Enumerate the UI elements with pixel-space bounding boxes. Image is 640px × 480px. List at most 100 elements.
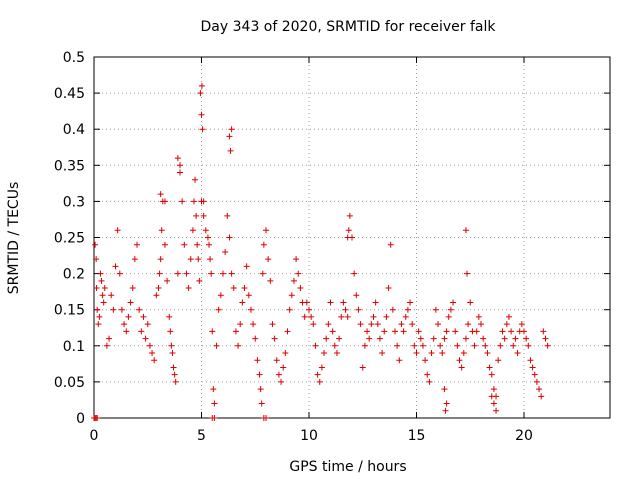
data-point (200, 198, 207, 205)
data-point (167, 328, 174, 335)
data-point (138, 328, 145, 335)
data-point (275, 371, 282, 378)
data-point (158, 227, 165, 234)
data-point (183, 270, 190, 277)
data-point (458, 364, 465, 371)
data-point (441, 386, 448, 393)
data-point (464, 270, 471, 277)
data-point (527, 357, 534, 364)
data-point (92, 241, 99, 248)
data-point (196, 277, 203, 284)
data-point (475, 313, 482, 320)
data-point (96, 313, 103, 320)
data-point (308, 313, 315, 320)
data-point (387, 241, 394, 248)
data-point (257, 386, 264, 393)
data-point (435, 321, 441, 328)
data-point (127, 299, 134, 306)
data-point (538, 393, 545, 400)
x-tick-label: 5 (197, 428, 206, 444)
data-point (194, 241, 201, 248)
data-point (172, 378, 179, 385)
data-point (344, 234, 351, 241)
data-point (430, 335, 437, 342)
data-point (241, 285, 248, 292)
data-point (370, 313, 377, 320)
data-point (209, 328, 216, 335)
data-point (129, 285, 136, 292)
data-point (306, 306, 312, 313)
data-point (415, 328, 422, 335)
data-point (245, 292, 252, 299)
data-point (381, 328, 388, 335)
y-tick-label: 0.45 (54, 86, 85, 102)
data-point (536, 386, 543, 393)
data-point (376, 335, 383, 342)
axis-ticks: 0 0.05 0.1 0.15 0.2 0.25 0.3 0.35 0.4 0.45 0.5 0 5 10… (54, 50, 610, 444)
data-point (103, 342, 110, 349)
data-point (357, 321, 364, 328)
data-point (211, 400, 218, 407)
data-point (488, 371, 495, 378)
data-point (168, 342, 175, 349)
data-point (493, 407, 500, 414)
data-point (400, 328, 407, 335)
data-point (374, 321, 381, 328)
data-point (398, 321, 405, 328)
data-point (125, 313, 132, 320)
data-point (514, 350, 521, 357)
data-point (256, 371, 263, 378)
data-point (149, 350, 156, 357)
data-point (314, 371, 321, 378)
data-point (179, 198, 186, 205)
data-point (136, 306, 143, 313)
data-point (486, 364, 493, 371)
data-point (443, 400, 450, 407)
data-point (318, 364, 325, 371)
data-point (443, 328, 450, 335)
data-point (495, 357, 502, 364)
data-point (531, 371, 538, 378)
y-tick-label: 0.05 (54, 375, 85, 391)
data-point (123, 328, 130, 335)
data-point (146, 342, 153, 349)
data-point (344, 313, 351, 320)
data-point (142, 335, 149, 342)
data-point (345, 227, 352, 234)
data-point (336, 335, 343, 342)
data-point (480, 335, 487, 342)
data-point (110, 306, 117, 313)
data-point (297, 285, 304, 292)
data-point (97, 270, 104, 277)
data-point (228, 270, 235, 277)
data-point (355, 306, 362, 313)
data-point (462, 227, 469, 234)
data-point (210, 386, 217, 393)
data-point (518, 321, 525, 328)
data-point (467, 299, 474, 306)
data-point (193, 212, 200, 219)
y-tick-label: 0.15 (54, 303, 85, 319)
data-point (215, 306, 222, 313)
y-tick-label: 0.25 (54, 231, 85, 247)
data-point (471, 342, 478, 349)
data-point (312, 342, 319, 349)
data-point (432, 306, 439, 313)
data-point (333, 350, 340, 357)
data-point (206, 241, 213, 248)
data-point (259, 270, 266, 277)
data-point (224, 212, 231, 219)
data-point (164, 277, 171, 284)
data-point (329, 328, 336, 335)
data-point (200, 212, 207, 219)
data-point (169, 350, 176, 357)
data-point (325, 321, 332, 328)
data-point (95, 321, 102, 328)
data-point (450, 299, 457, 306)
data-point (512, 335, 519, 342)
y-tick-label: 0.5 (63, 50, 85, 66)
data-point (94, 306, 101, 313)
data-point (316, 378, 323, 385)
data-point (411, 342, 418, 349)
